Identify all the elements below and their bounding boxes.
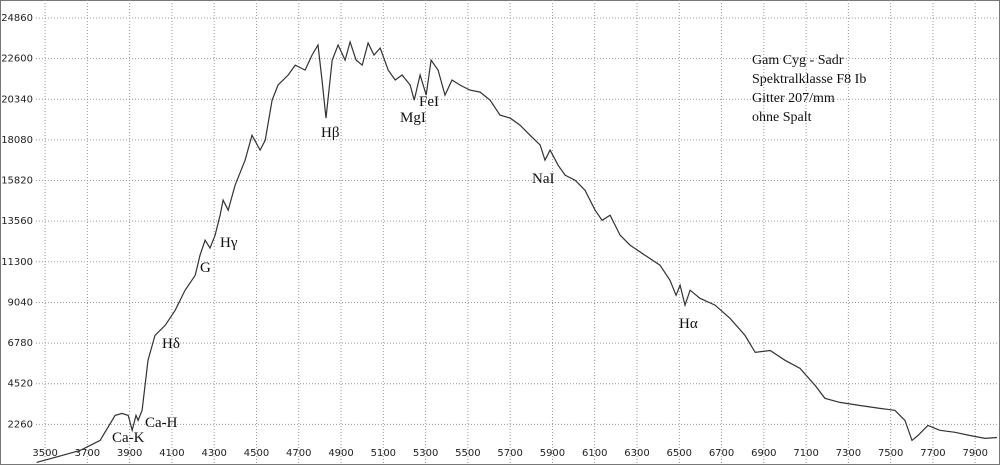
y-tick-label: 18080 [1,135,33,146]
annotation: Hα [679,316,698,332]
annotation: Hγ [220,235,238,251]
x-tick-label: 6100 [582,448,607,459]
y-tick-label: 22600 [1,54,33,65]
x-tick-label: 5700 [497,448,522,459]
x-tick-label: 7900 [962,448,987,459]
x-tick-label: 7300 [836,448,861,459]
x-tick-label: 3700 [75,448,100,459]
x-tick-label: 5100 [371,448,396,459]
info-text: Gam Cyg - Sadr [752,53,844,68]
annotation: Ca-H [145,415,178,431]
y-tick-label: 13560 [1,216,33,227]
annotation: Ca-K [112,430,145,446]
x-tick-label: 4700 [286,448,311,459]
annotation: NaI [532,171,555,187]
x-tick-label: 6900 [751,448,776,459]
y-tick-label: 2260 [8,419,33,430]
x-tick-label: 7700 [920,448,945,459]
spectrum-line [36,39,998,463]
y-tick-label: 4520 [8,379,33,390]
annotation: Hδ [162,336,180,352]
y-tick-label: 9040 [8,297,33,308]
y-tick-label: 11300 [1,257,33,268]
annotation: G [200,260,211,276]
annotation: Hβ [321,125,339,141]
y-tick-label: 15820 [1,176,33,187]
y-tick-label: 24860 [1,13,33,24]
x-tick-label: 4300 [201,448,226,459]
x-tick-label: 4500 [244,448,269,459]
info-text: ohne Spalt [752,110,812,125]
y-tick-label: 6780 [8,338,33,349]
x-tick-label: 3500 [32,448,57,459]
x-tick-label: 7500 [878,448,903,459]
x-tick-label: 6300 [624,448,649,459]
x-tick-label: 5500 [455,448,480,459]
x-tick-label: 5900 [540,448,565,459]
info-text: Spektralklasse F8 Ib [752,72,866,87]
x-tick-label: 4100 [159,448,184,459]
annotation: MgI [400,110,426,126]
x-tick-label: 7100 [793,448,818,459]
annotation: FeI [419,94,439,110]
x-tick-label: 6700 [709,448,734,459]
info-text: Gitter 207/mm [752,91,835,106]
x-tick-label: 5300 [413,448,438,459]
x-tick-label: 3900 [117,448,142,459]
x-tick-label: 6500 [667,448,692,459]
x-tick-label: 4900 [328,448,353,459]
y-tick-label: 20340 [1,94,33,105]
